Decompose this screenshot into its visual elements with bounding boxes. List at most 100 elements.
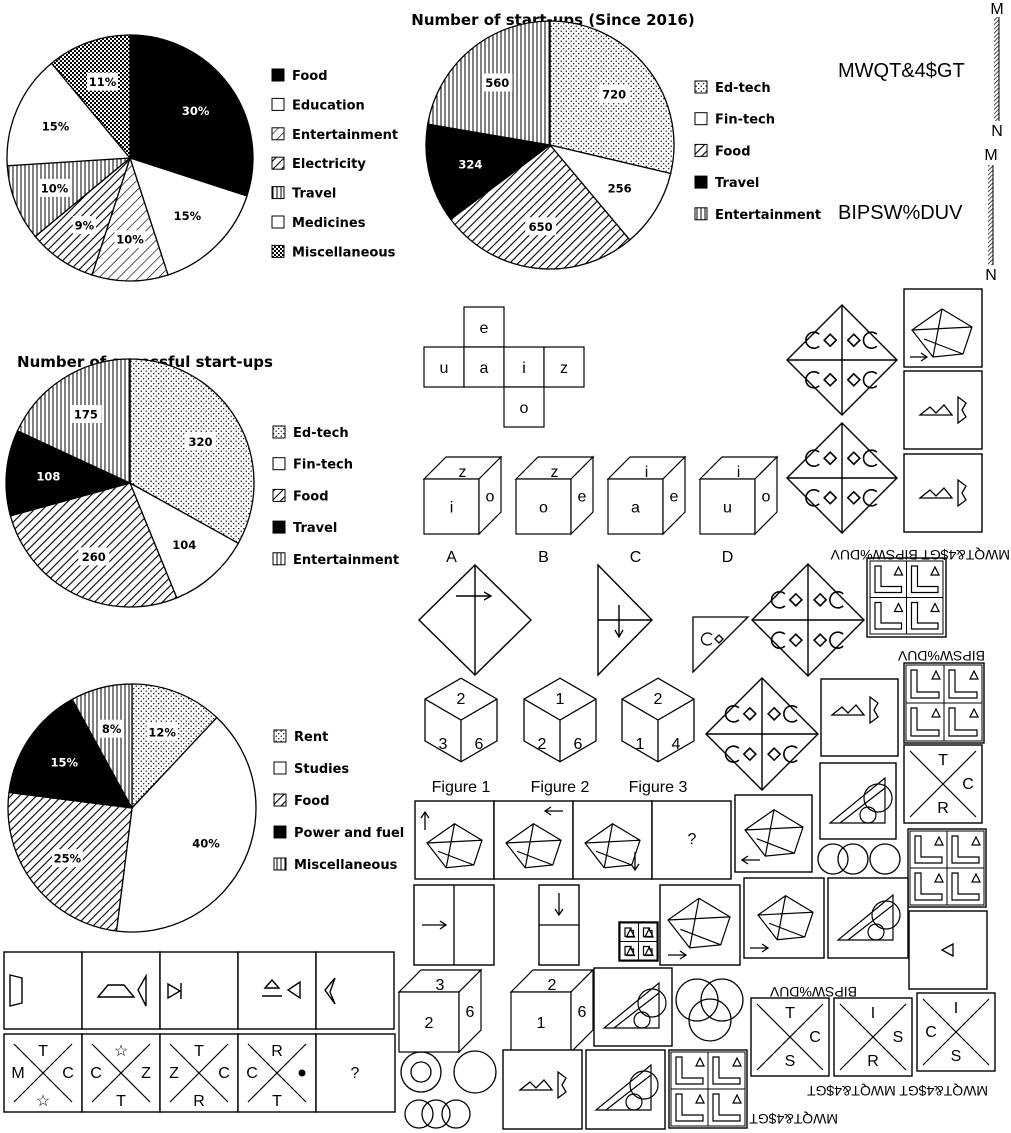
legend-label: Food	[715, 144, 751, 159]
legend-swatch	[272, 520, 286, 534]
series-shape-box	[3, 951, 83, 1030]
data-label-bg	[172, 206, 203, 225]
data-label: 720	[602, 88, 626, 102]
figure-box	[866, 557, 947, 638]
symbol-diamond	[767, 706, 782, 721]
figure-box	[908, 910, 988, 990]
legend-label: Rent	[294, 730, 328, 745]
x-box-letter: C	[962, 776, 974, 793]
polygon-figure	[426, 823, 483, 869]
data-label: 12%	[148, 725, 176, 739]
figure-box	[907, 828, 987, 908]
small-triangle	[971, 835, 981, 846]
die-figure-label: Figure 3	[629, 779, 688, 796]
symbol-diamond	[767, 747, 782, 762]
data-label-bg	[168, 535, 200, 554]
pie-chart-household: 12% 40% 25% 15% 8%	[7, 683, 257, 933]
legend-label: Studies	[294, 762, 349, 777]
pie-slice	[50, 34, 131, 160]
legend-label: Ed-tech	[715, 81, 771, 96]
cube-front-face: 2	[425, 1015, 434, 1032]
pie-slice	[5, 430, 132, 517]
cube-side-face: 6	[578, 1004, 587, 1021]
crown-shape	[830, 704, 866, 716]
pie-chart-successful-startups: 320 104 260 108 175	[5, 358, 255, 608]
legend-label: Fin-tech	[293, 458, 353, 473]
l-shape	[910, 707, 940, 737]
series-row-shapes	[3, 951, 395, 1030]
data-label-bg	[598, 85, 630, 104]
tcr-box: T RC	[903, 744, 983, 824]
series-shape-box	[159, 951, 239, 1030]
series-figure-box	[493, 800, 574, 880]
symbol-diamond	[846, 372, 861, 387]
legend-label: Entertainment	[292, 128, 398, 143]
l-shape	[712, 1056, 741, 1085]
legend-swatch	[694, 207, 708, 221]
data-label-bg	[604, 178, 636, 197]
data-label: 25%	[54, 852, 82, 866]
symbol-diamond	[846, 490, 861, 505]
mirror-text-3: BIPSW%DUV	[769, 984, 857, 1000]
small-triangle	[625, 946, 636, 957]
legend-swatch	[694, 175, 708, 189]
series-letter: M	[11, 1065, 24, 1082]
data-label-bg	[51, 849, 83, 868]
polygon-figure	[757, 895, 814, 941]
data-label-bg	[190, 833, 222, 852]
series-letter: R	[271, 1043, 283, 1060]
symbol-diamond	[846, 451, 861, 466]
data-label: 30%	[182, 104, 210, 118]
trapezoid-shape	[9, 974, 23, 1007]
small-triangle	[893, 565, 904, 576]
legend-swatch	[271, 127, 285, 141]
circle-shape	[629, 1070, 659, 1100]
data-label: 15%	[42, 119, 70, 133]
svg-text:z: z	[560, 360, 568, 377]
small-triangle	[930, 602, 940, 613]
series-figure-box: ?	[651, 800, 732, 880]
figure-box	[903, 370, 983, 450]
legend-swatch	[271, 186, 285, 200]
x-lines	[909, 750, 977, 818]
dice-bottom: 3 2 6 2 1 6	[397, 968, 595, 1054]
symbol-diamond	[823, 333, 838, 348]
x-box-letter: I	[871, 1005, 875, 1022]
question-box	[315, 1033, 396, 1113]
cube-front-face: o	[539, 500, 548, 517]
series-letter: C	[90, 1065, 102, 1082]
symbol-c	[862, 371, 878, 389]
flag-shape	[869, 695, 879, 725]
pie-chart-startups: 720 256 650 324 560	[425, 20, 675, 270]
data-label-bg	[78, 547, 110, 566]
legend-label: Travel	[293, 521, 337, 536]
legend-swatch	[272, 425, 286, 439]
small-triangle	[934, 872, 944, 883]
series-figure-box	[414, 800, 495, 880]
die-edges	[523, 698, 597, 762]
series-letter: T	[38, 1043, 48, 1060]
small-triangle	[969, 707, 979, 718]
x-lines	[756, 1003, 824, 1071]
pie-slice	[9, 482, 178, 608]
l-shape	[914, 872, 943, 901]
figure-box	[827, 877, 909, 959]
svg-text:u: u	[440, 360, 449, 377]
arrow-left	[740, 855, 760, 865]
die-left: 3	[439, 736, 448, 753]
cube-front-face: i	[450, 500, 454, 517]
svg-text:BIPSW%DUV: BIPSW%DUV	[769, 984, 857, 1000]
small-triangle	[971, 872, 981, 883]
x-lines	[247, 1043, 307, 1103]
symbol-c	[805, 489, 820, 507]
legend-swatch	[271, 156, 285, 170]
legend-swatch	[273, 729, 287, 743]
symbol-c	[805, 331, 820, 349]
symbol-c	[805, 449, 820, 467]
legend-label: Education	[292, 98, 365, 113]
series-letter: T	[194, 1043, 204, 1060]
triangle-shape	[828, 776, 886, 824]
folded-paper-triangle	[692, 616, 750, 674]
circles-group	[400, 843, 901, 1129]
